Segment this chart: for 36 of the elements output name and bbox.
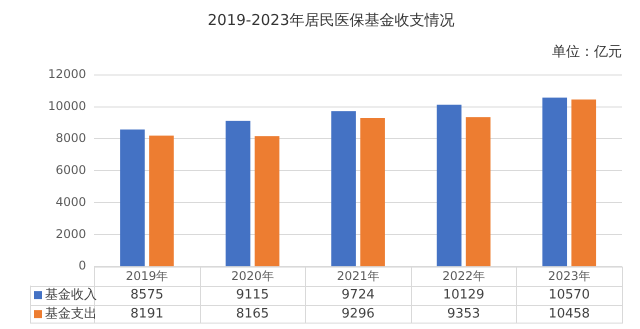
y-tick-label: 10000 [48,98,86,113]
y-tick-label: 12000 [48,66,86,81]
bar [120,130,145,266]
data-label: 10129 [442,287,484,302]
bar [360,118,385,266]
y-tick-label: 4000 [56,194,86,209]
data-label: 8165 [236,306,270,322]
y-tick-label: 8000 [56,130,86,145]
data-label: 9296 [342,306,375,322]
bar [254,136,280,266]
data-label: 10458 [548,306,590,322]
y-tick-label: 0 [78,258,86,273]
data-label: 8575 [130,287,164,302]
y-tick-label: 6000 [56,162,86,177]
chart-subtitle: 单位：亿元 [552,44,622,60]
y-tick-label: 2000 [56,226,86,241]
x-tick-label: 2020年 [231,268,274,283]
legend-label: 基金支出 [45,306,97,322]
bar [226,120,250,266]
x-tick-label: 2021年 [336,268,380,283]
x-tick-label: 2022年 [442,268,485,283]
legend-label: 基金收入 [45,287,97,302]
bar [542,98,568,266]
data-label: 9724 [342,287,375,302]
bar [149,136,174,266]
data-label: 9115 [236,287,270,302]
data-label: 8191 [130,306,164,322]
chart-title: 2019-2023年居民医保基金收支情况 [208,10,454,29]
x-tick-label: 2019年 [126,268,168,283]
data-label: 10570 [548,287,590,302]
bar [466,117,491,266]
data-label: 9353 [447,306,480,322]
bar [331,111,356,266]
bar [436,104,462,266]
bar [571,99,596,266]
x-tick-label: 2023年 [548,268,590,283]
